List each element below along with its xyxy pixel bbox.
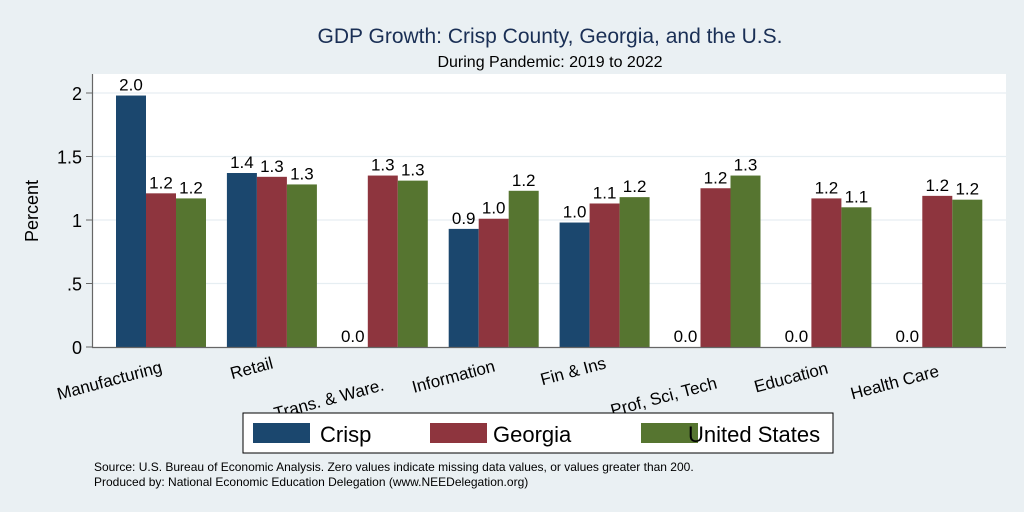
legend-swatch-georgia (430, 423, 487, 443)
bar-georgia (589, 203, 620, 347)
chart-title: GDP Growth: Crisp County, Georgia, and t… (318, 25, 783, 48)
data-label: 1.2 (179, 178, 203, 197)
y-tick-label: .5 (67, 275, 82, 295)
x-tick-label: Education (752, 359, 830, 397)
data-label: 1.2 (955, 180, 979, 199)
data-label: 1.3 (290, 164, 314, 183)
producer-note: Produced by: National Economic Education… (94, 475, 528, 489)
x-tick-label: Manufacturing (55, 358, 164, 404)
bar-united-states (619, 197, 650, 347)
data-label: 1.3 (260, 157, 284, 176)
bar-united-states (286, 184, 317, 347)
legend-label: Crisp (320, 422, 371, 447)
legend-label: United States (688, 422, 820, 447)
data-label: 1.0 (563, 203, 587, 222)
data-labels: 2.0 1.2 1.2 1.4 1.3 1.3 0.0 1.3 1.3 0.9 1.0 1.2 1.0 1… (119, 76, 979, 346)
y-tick-label: 1 (72, 211, 82, 231)
legend-label: Georgia (493, 422, 572, 447)
bar-georgia (811, 198, 842, 347)
bar-united-states (508, 190, 539, 347)
bar-crisp (559, 222, 590, 347)
data-label: 1.2 (925, 176, 949, 195)
y-ticks: 0 .5 1 1.5 2 (57, 84, 92, 358)
data-label: 1.2 (704, 168, 728, 187)
data-label: 1.1 (845, 187, 869, 206)
y-tick-label: 0 (72, 338, 82, 358)
bar-united-states (397, 180, 428, 347)
bar-crisp (116, 95, 146, 347)
legend-swatch-united-states (641, 423, 698, 443)
x-tick-label: Retail (228, 354, 275, 384)
data-label: 1.2 (149, 173, 173, 192)
bar-georgia (146, 193, 176, 347)
data-label: 0.0 (674, 327, 698, 346)
legend (242, 412, 834, 454)
data-label: 2.0 (119, 76, 143, 95)
bar-georgia (922, 195, 953, 347)
data-label: 1.1 (593, 183, 617, 202)
bar-georgia (256, 176, 287, 347)
y-axis-label: Percent (22, 180, 42, 242)
bar-united-states (841, 207, 872, 347)
data-label: 1.3 (734, 156, 758, 175)
bars (116, 95, 983, 347)
bar-crisp (226, 173, 257, 347)
source-note: Source: U.S. Bureau of Economic Analysis… (94, 460, 694, 474)
data-label: 1.0 (482, 199, 506, 218)
chart-subtitle: During Pandemic: 2019 to 2022 (437, 54, 662, 71)
legend-items: Crisp Georgia United States (253, 422, 820, 447)
data-label: 0.0 (785, 327, 809, 346)
x-tick-label: Health Care (848, 362, 941, 404)
data-label: 0.0 (341, 327, 365, 346)
data-label: 1.4 (230, 153, 254, 172)
x-tick-label: Information (410, 357, 497, 397)
y-tick-label: 1.5 (57, 148, 82, 168)
bar-georgia (478, 218, 509, 347)
x-tick-label: Fin & Ins (538, 354, 608, 390)
bar-united-states (952, 199, 983, 347)
bar-georgia (700, 188, 731, 347)
bar-crisp (448, 228, 479, 347)
data-label: 1.2 (815, 178, 839, 197)
data-label: 1.3 (371, 156, 395, 175)
bar-united-states (176, 198, 206, 347)
data-label: 0.0 (895, 327, 919, 346)
legend-swatch-crisp (253, 423, 310, 443)
data-label: 1.2 (512, 171, 536, 190)
data-label: 1.3 (401, 161, 425, 180)
data-label: 1.2 (623, 177, 647, 196)
bar-georgia (367, 175, 398, 347)
data-label: 0.9 (452, 209, 476, 228)
y-tick-label: 2 (72, 84, 82, 104)
bar-united-states (730, 175, 761, 347)
